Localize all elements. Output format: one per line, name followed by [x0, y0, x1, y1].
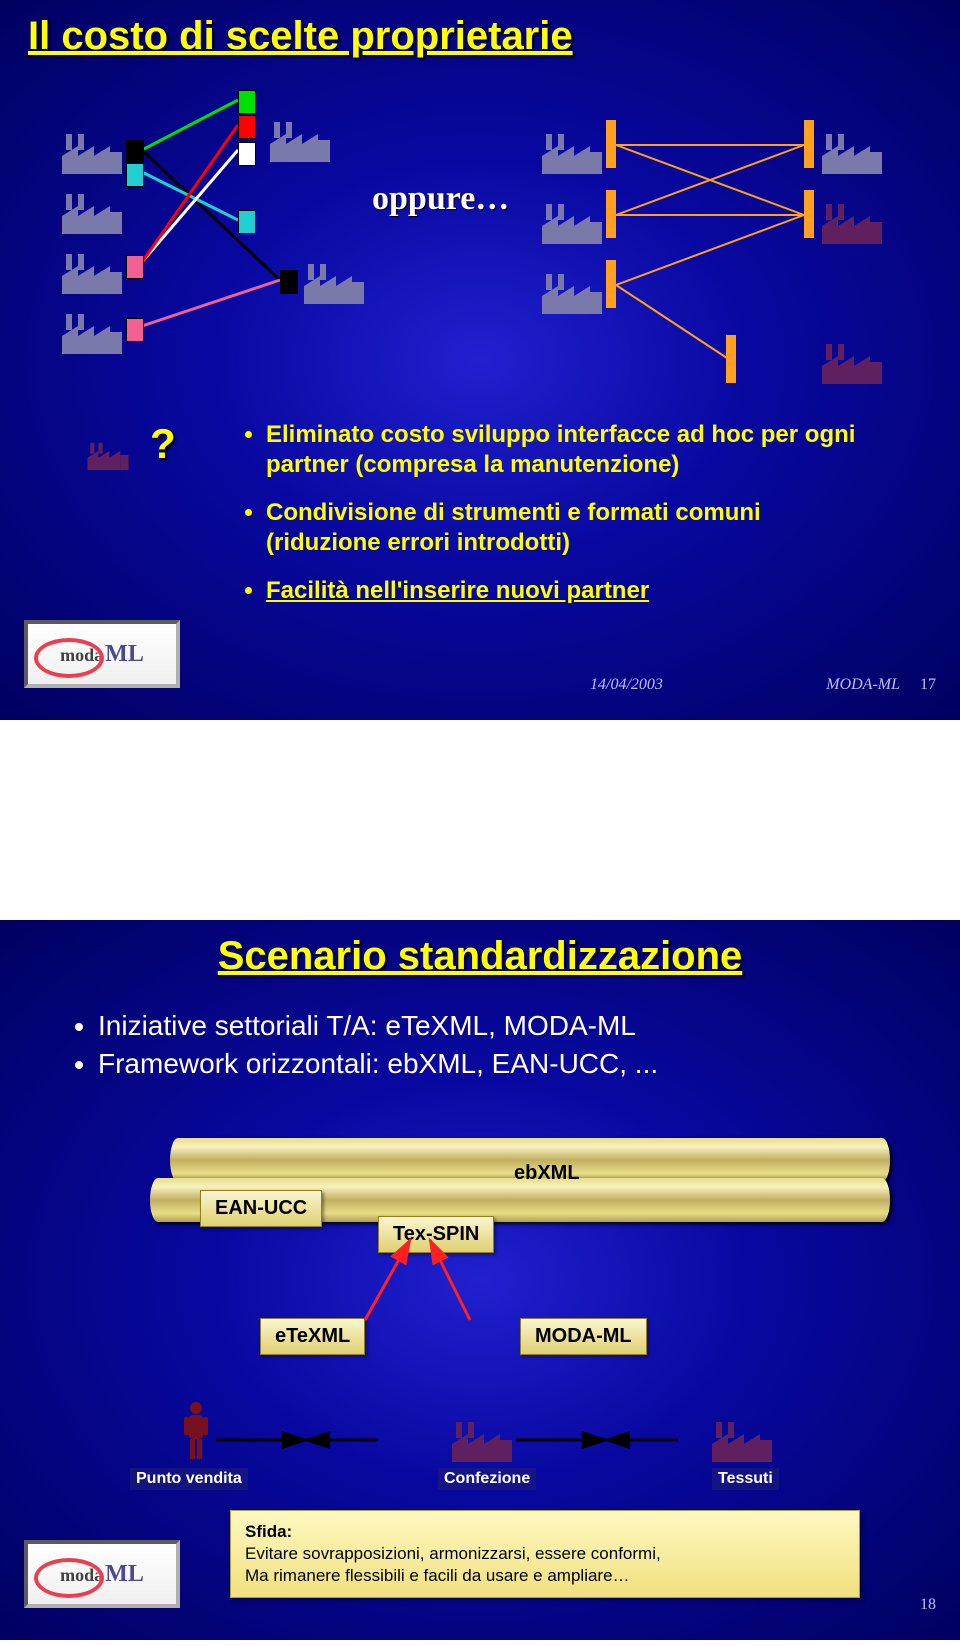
sfida-title: Sfida: — [245, 1522, 292, 1541]
factory-icon — [60, 190, 124, 234]
bullet-1: Eliminato costo sviluppo interfacce ad h… — [266, 420, 878, 480]
s2-bullet-2: Framework orizzontali: ebXML, EAN-UCC, .… — [98, 1048, 658, 1080]
connector-bar — [606, 260, 616, 308]
factory-icon — [268, 118, 332, 162]
slide-1: Il costo di scelte proprietarie oppure… … — [0, 0, 960, 720]
slide-1-title: Il costo di scelte proprietarie — [28, 14, 573, 59]
factory-icon — [60, 130, 124, 174]
factory-icon — [302, 260, 366, 304]
footer-date: 14/04/2003 — [590, 676, 663, 694]
factory-icon — [710, 1418, 774, 1462]
connector-square — [280, 270, 298, 294]
moda-ml-logo-2: moda ML — [24, 1540, 180, 1608]
man-icon — [180, 1400, 212, 1460]
connector-square — [126, 163, 144, 187]
connector-square — [126, 255, 144, 279]
factory-icon — [540, 130, 604, 174]
connector-bar — [804, 120, 814, 168]
question-mark: ? — [150, 420, 176, 468]
connector-bar — [726, 335, 736, 383]
slide-2-title: Scenario standardizzazione — [0, 934, 960, 979]
connector-square — [238, 142, 256, 166]
texspin-label: Tex-SPIN — [378, 1216, 494, 1253]
s2-bullet-1: Iniziative settoriali T/A: eTeXML, MODA-… — [98, 1010, 658, 1042]
footer-label: MODA-ML — [826, 676, 900, 694]
role-tessuti: Tessuti — [712, 1468, 779, 1490]
footer-page-1: 17 — [920, 676, 936, 694]
factory-icon — [60, 310, 124, 354]
factory-icon — [86, 440, 130, 470]
slide-1-bullets: Eliminato costo sviluppo interfacce ad h… — [238, 420, 878, 624]
factory-icon — [820, 130, 884, 174]
connector-square — [238, 90, 256, 114]
factory-icon — [820, 200, 884, 244]
bullet-2: Condivisione di strumenti e formati comu… — [266, 498, 878, 558]
modaml-label: MODA-ML — [520, 1318, 647, 1355]
slide-2-bullets: Iniziative settoriali T/A: eTeXML, MODA-… — [70, 1010, 658, 1086]
sfida-line2: Ma rimanere flessibili e facili da usare… — [245, 1566, 630, 1585]
factory-icon — [540, 270, 604, 314]
oppure-label: oppure… — [372, 180, 509, 218]
connector-bar — [804, 190, 814, 238]
logo-ellipse — [34, 638, 104, 678]
connector-square — [238, 210, 256, 234]
factory-icon — [820, 340, 884, 384]
connector-square — [126, 318, 144, 342]
connector-square — [238, 115, 256, 139]
connector-bar — [606, 190, 616, 238]
eanucc-label: EAN-UCC — [200, 1190, 322, 1227]
bullet-3: Facilità nell'inserire nuovi partner — [266, 576, 878, 606]
logo-ellipse-2 — [34, 1558, 104, 1598]
role-punto: Punto vendita — [130, 1468, 248, 1490]
footer-page-2: 18 — [920, 1596, 936, 1614]
sfida-line1: Evitare sovrapposizioni, armonizzarsi, e… — [245, 1544, 661, 1563]
role-confezione: Confezione — [438, 1468, 536, 1490]
logo-ml-text: ML — [105, 641, 144, 668]
logo-ml-text-2: ML — [105, 1561, 144, 1588]
ebxml-label: ebXML — [500, 1156, 594, 1191]
factory-icon — [60, 250, 124, 294]
slide-2: Scenario standardizzazione Iniziative se… — [0, 920, 960, 1640]
connector-bar — [606, 120, 616, 168]
moda-ml-logo: moda ML — [24, 620, 180, 688]
factory-icon — [450, 1418, 514, 1462]
connector-square — [126, 140, 144, 164]
factory-icon — [540, 200, 604, 244]
etexml-label: eTeXML — [260, 1318, 365, 1355]
sfida-note: Sfida: Evitare sovrapposizioni, armonizz… — [230, 1510, 860, 1598]
